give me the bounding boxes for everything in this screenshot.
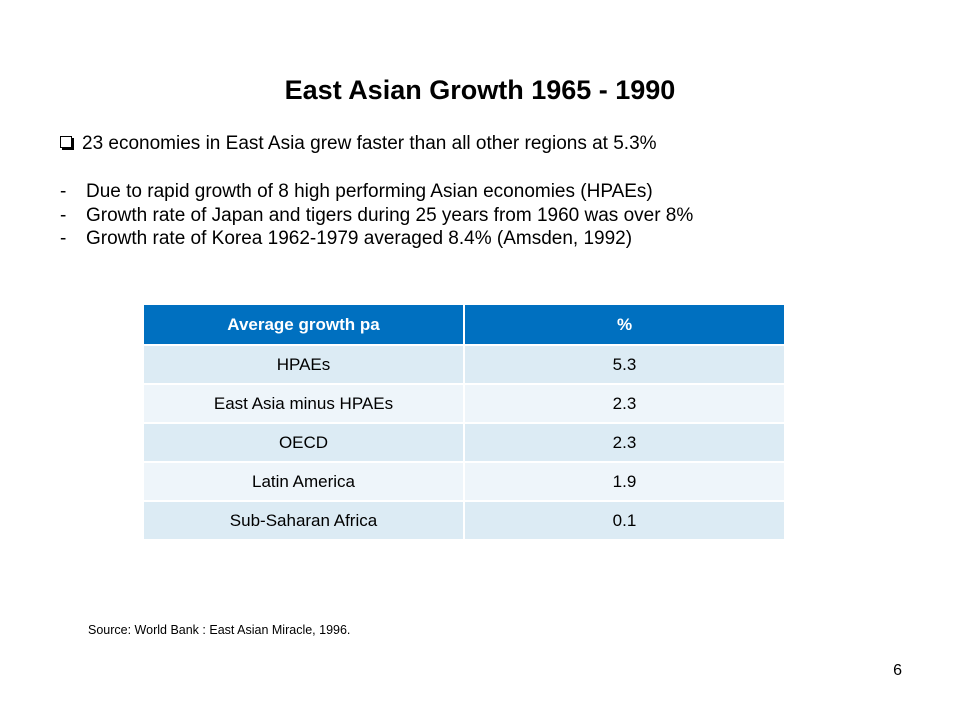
header-cell-percent: %	[464, 305, 784, 345]
table-row: Sub-Saharan Africa 0.1	[144, 500, 784, 539]
region-cell: East Asia minus HPAEs	[144, 383, 465, 423]
table-row: HPAEs 5.3	[144, 344, 784, 384]
table-row: East Asia minus HPAEs 2.3	[144, 383, 784, 423]
dash-marker: -	[60, 228, 67, 249]
sub-bullet-list: - Due to rapid growth of 8 high performin…	[60, 180, 693, 251]
region-cell: Latin America	[144, 461, 465, 501]
sub-bullet-item: - Growth rate of Japan and tigers during …	[60, 204, 693, 228]
table-header-row: Average growth pa %	[144, 305, 784, 345]
sub-bullet-text: Growth rate of Korea 1962-1979 averaged …	[86, 228, 633, 249]
sub-bullet-text: Due to rapid growth of 8 high performing…	[86, 181, 653, 202]
sub-bullet-item: - Due to rapid growth of 8 high performin…	[60, 180, 693, 204]
square-bullet-icon	[60, 136, 72, 148]
header-cell-region: Average growth pa	[144, 305, 465, 345]
slide-title: East Asian Growth 1965 - 1990	[284, 75, 676, 105]
dash-marker: -	[60, 204, 67, 226]
value-cell: 0.1	[464, 500, 784, 539]
dash-marker: -	[60, 181, 67, 202]
sub-bullet-item: - Growth rate of Korea 1962-1979 averaged…	[60, 227, 693, 251]
source-note: Source: World Bank : East Asian Miracle,…	[88, 623, 351, 637]
value-cell: 5.3	[464, 344, 784, 384]
region-cell: Sub-Saharan Africa	[144, 500, 465, 539]
main-bullet-text: 23 economies in East Asia grew faster th…	[82, 133, 657, 154]
table-row: Latin America 1.9	[144, 461, 784, 501]
region-cell: HPAEs	[144, 344, 465, 384]
sub-bullet-text: Growth rate of Japan and tigers during 2…	[86, 204, 694, 226]
main-bullet: 23 economies in East Asia grew faster th…	[60, 131, 657, 157]
value-cell: 2.3	[464, 422, 784, 462]
growth-table: Average growth pa % HPAEs 5.3 East Asia …	[144, 305, 784, 539]
page-number: 6	[893, 662, 902, 679]
table-row: OECD 2.3	[144, 422, 784, 462]
value-cell: 1.9	[464, 461, 784, 501]
value-cell: 2.3	[464, 383, 784, 423]
region-cell: OECD	[144, 422, 465, 462]
